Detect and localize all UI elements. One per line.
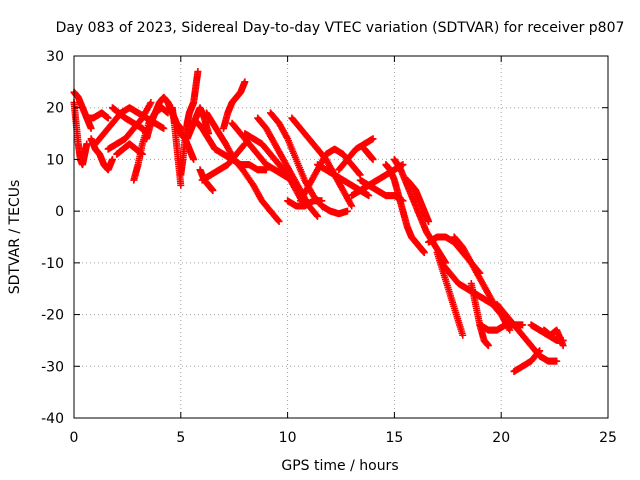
data-point	[355, 170, 363, 178]
y-tick-label: -30	[41, 359, 64, 375]
x-tick-label: 15	[385, 430, 403, 446]
y-tick-label: -40	[41, 411, 64, 427]
data-point	[365, 192, 373, 200]
data-point	[369, 155, 377, 163]
data-point	[87, 124, 95, 132]
series-arc-32	[382, 161, 428, 257]
series-arc-01	[70, 88, 95, 132]
y-tick-label: 0	[55, 204, 64, 220]
data-point	[519, 321, 527, 329]
x-tick-label: 20	[492, 430, 510, 446]
x-tick-label: 5	[176, 430, 185, 446]
data-points	[70, 68, 567, 375]
y-tick-label: 30	[46, 49, 64, 65]
data-point	[484, 342, 492, 350]
data-point	[147, 99, 155, 107]
data-point	[274, 216, 282, 224]
y-axis-title: SDTVAR / TECUs	[7, 180, 23, 295]
data-point	[108, 155, 116, 163]
chart-title: Day 083 of 2023, Sidereal Day-to-day VTE…	[56, 20, 625, 36]
y-tick-label: 20	[46, 101, 64, 117]
series-arc-28	[335, 135, 377, 174]
x-tick-label: 0	[70, 430, 79, 446]
y-tick-label: -10	[41, 256, 64, 272]
series-arc-26	[296, 145, 364, 205]
data-point	[420, 249, 428, 257]
plot-frame	[73, 55, 609, 419]
data-point	[209, 186, 217, 194]
data-point	[553, 357, 561, 365]
data-point	[348, 202, 356, 210]
data-point	[369, 135, 377, 143]
series-arc-31	[360, 145, 377, 163]
data-point	[275, 217, 283, 225]
data-point	[313, 211, 321, 219]
series-arc-20	[228, 119, 296, 184]
y-tick-label: -20	[41, 308, 64, 324]
data-point	[177, 181, 185, 189]
data-point	[314, 212, 322, 220]
series-arc-18	[198, 140, 249, 184]
x-tick-label: 10	[279, 430, 297, 446]
data-point	[160, 124, 168, 132]
series-arc-42	[510, 347, 544, 375]
series-arc-02	[70, 99, 91, 169]
x-axis-tick-labels: 0 5 10 15 20 25	[70, 430, 617, 446]
series-arc-17	[202, 109, 283, 225]
series-arc-19	[220, 78, 249, 132]
series-arc-44	[540, 326, 567, 350]
series-arc-41	[493, 300, 561, 365]
data-point	[343, 207, 351, 215]
y-tick-label: 10	[46, 152, 64, 168]
data-point	[190, 155, 198, 163]
y-axis-tick-labels: -40 -30 -20 -10 0 10 20 30	[41, 49, 64, 427]
x-axis-title: GPS time / hours	[281, 458, 398, 474]
data-point	[194, 68, 202, 76]
data-point	[425, 217, 433, 225]
data-point	[104, 114, 112, 122]
data-point	[559, 342, 567, 350]
series-arc-34	[403, 176, 433, 225]
data-point	[535, 348, 543, 356]
data-point	[241, 78, 249, 86]
series-arc-04	[83, 109, 112, 122]
data-point	[459, 331, 467, 339]
x-tick-label: 25	[599, 430, 617, 446]
data-point	[318, 197, 326, 205]
series-arc-22	[254, 114, 322, 220]
series-arc-24	[284, 197, 326, 210]
series-arc-03	[87, 135, 116, 174]
series-arc-23	[267, 109, 351, 218]
axis-ticks	[73, 55, 609, 419]
data-point	[83, 140, 91, 148]
data-point	[536, 347, 544, 355]
